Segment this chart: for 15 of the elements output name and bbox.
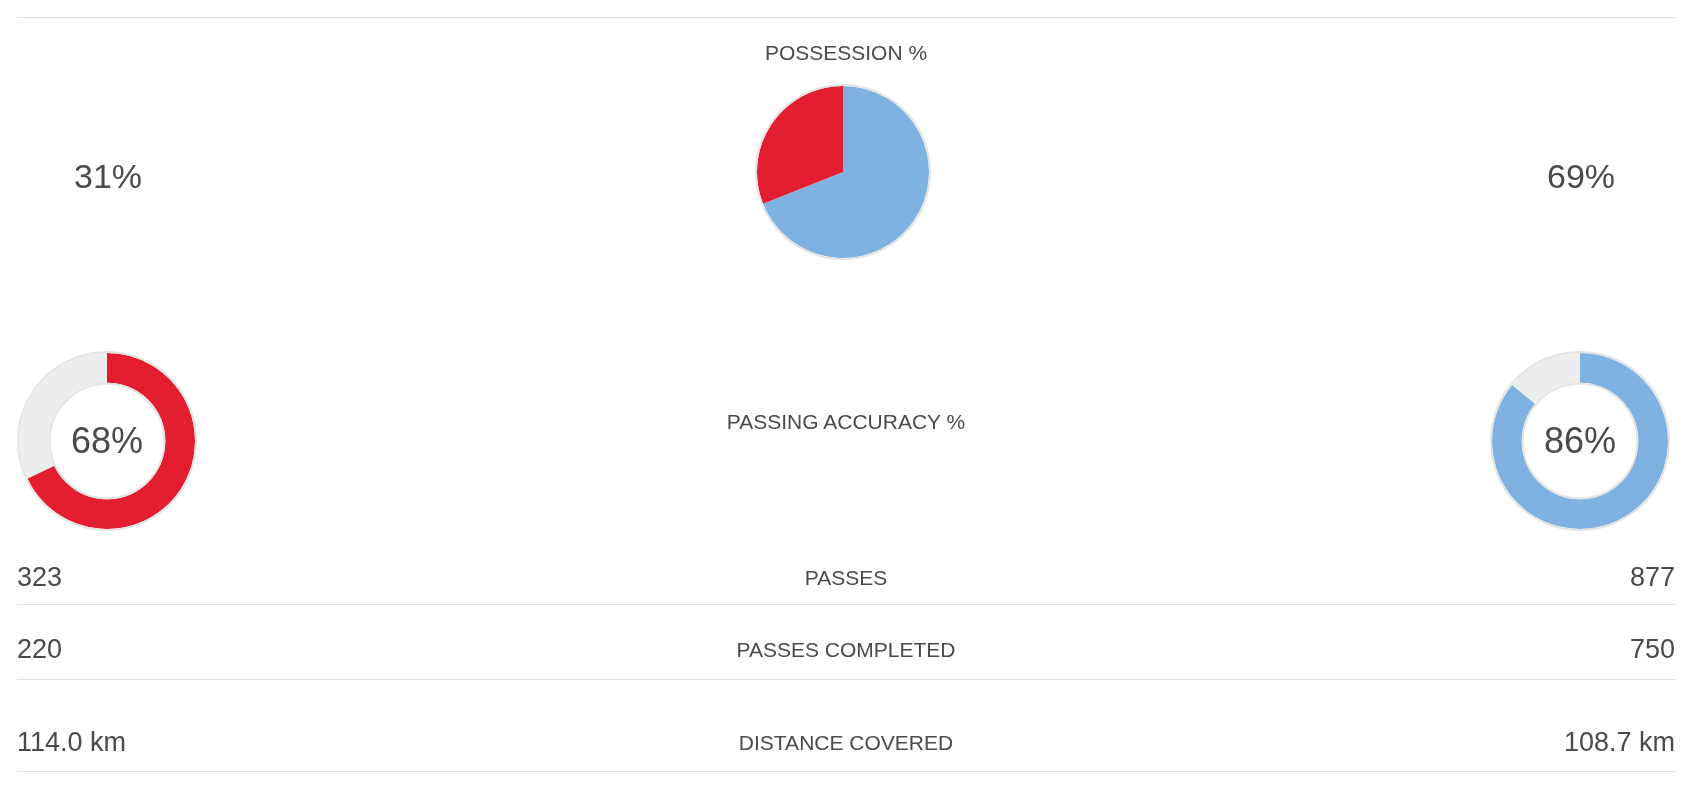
data-label: 86% — [1543, 420, 1617, 461]
text: PASSING ACCURACY % — [726, 409, 966, 433]
text: 220 — [17, 633, 63, 664]
text: PASSES — [804, 565, 888, 589]
text: 31% — [73, 157, 143, 195]
text: PASSES COMPLETED — [736, 637, 956, 661]
text: 69% — [1546, 157, 1616, 195]
chart-title: POSSESSION % — [764, 40, 928, 64]
text: DISTANCE COVERED — [738, 730, 954, 754]
text: 750 — [1629, 633, 1675, 664]
text: 877 — [1629, 561, 1675, 592]
text: 108.7 km — [1563, 726, 1675, 757]
text: 114.0 km — [17, 726, 127, 757]
text: 323 — [17, 561, 63, 592]
data-label: 68% — [70, 420, 144, 461]
